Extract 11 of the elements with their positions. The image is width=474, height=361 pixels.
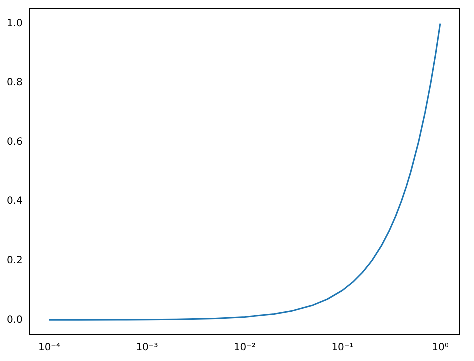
y-tick-label: 0.8 [6,78,23,89]
y-tick-label: 0.6 [6,136,23,148]
y-tick-label: 0.4 [6,196,23,208]
y-tick-label: 0.2 [6,256,23,267]
x-tick-label: 10⁻³ [136,342,158,354]
x-tick-label: 10⁻⁴ [38,342,60,354]
x-tick-label: 10⁻² [234,342,256,354]
y-tick-label: 1.0 [6,18,23,30]
y-tick-label: 0.0 [6,314,23,326]
x-tick-label: 10⁰ [432,342,449,354]
x-tick-label: 10⁻¹ [332,342,354,354]
